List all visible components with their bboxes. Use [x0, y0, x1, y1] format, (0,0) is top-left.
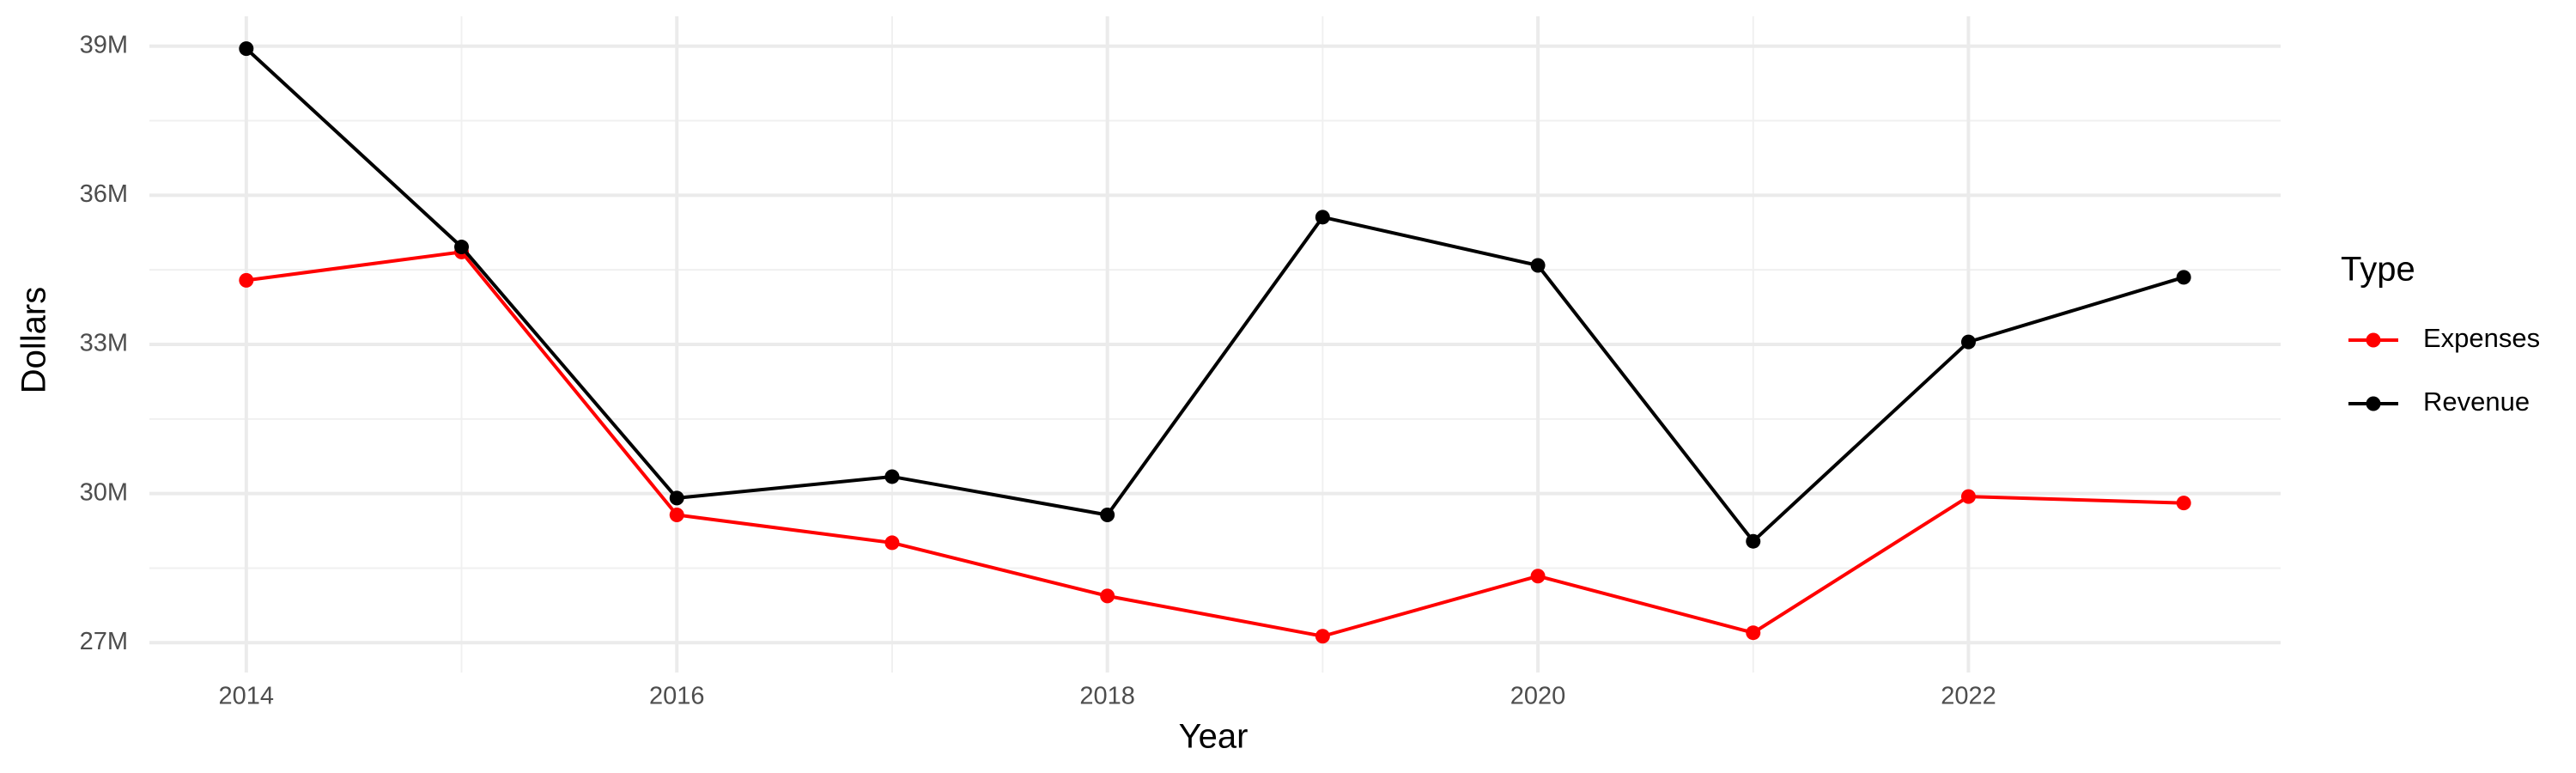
x-tick-label: 2018	[1079, 683, 1135, 710]
legend-text: Revenue	[2423, 386, 2530, 417]
data-point	[1315, 210, 1330, 225]
legend-key-point	[2366, 396, 2381, 411]
x-axis-title: Year	[1179, 718, 1249, 756]
series-line	[245, 47, 2184, 545]
legend-title: Type	[2341, 251, 2415, 289]
x-tick-label: 2022	[1941, 683, 1996, 710]
data-point	[1315, 629, 1330, 644]
data-point	[239, 272, 254, 288]
data-point	[1530, 258, 1546, 273]
y-tick-label: 27M	[80, 628, 128, 655]
data-point	[1100, 588, 1115, 604]
data-point	[669, 490, 684, 506]
data-point	[454, 240, 470, 255]
y-axis-title: Dollars	[15, 287, 53, 393]
series-line	[246, 250, 2184, 638]
y-tick-label: 36M	[80, 180, 128, 208]
data-point	[1960, 334, 1976, 350]
data-point	[884, 469, 900, 484]
x-tick-label: 2020	[1510, 683, 1566, 710]
data-point	[1746, 625, 1761, 641]
x-tick-label: 2016	[649, 683, 705, 710]
y-tick-label: 33M	[80, 330, 128, 357]
data-point	[2176, 496, 2191, 511]
data-point	[239, 41, 254, 57]
data-point	[1960, 489, 1976, 504]
y-tick-label: 39M	[80, 31, 128, 58]
data-point	[2176, 270, 2191, 285]
x-tick-label: 2014	[219, 683, 275, 710]
legend-text: Expenses	[2423, 323, 2540, 353]
data-point	[1530, 569, 1546, 584]
data-point	[1100, 508, 1115, 523]
data-point	[1746, 533, 1761, 549]
data-point	[884, 535, 900, 551]
legend-key-point	[2366, 332, 2381, 348]
y-tick-label: 30M	[80, 478, 128, 506]
data-point	[669, 508, 684, 523]
